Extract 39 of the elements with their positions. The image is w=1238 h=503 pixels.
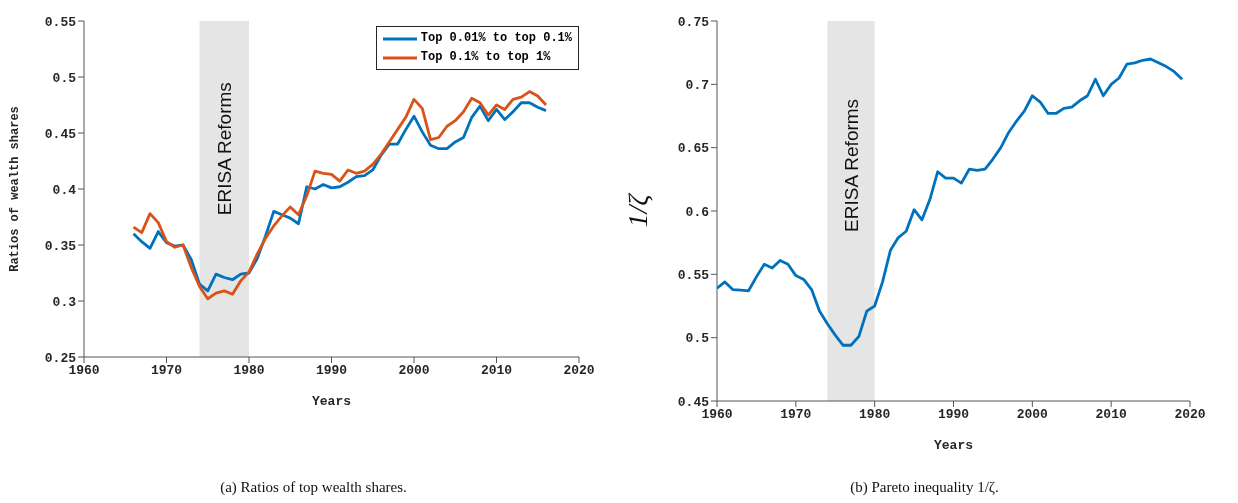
line-series bbox=[717, 57, 1184, 347]
x-tick-label: 1990 bbox=[315, 363, 348, 379]
legend-label: Top 0.01% to top 0.1% bbox=[420, 30, 572, 47]
x-axis-title: Years bbox=[933, 438, 974, 453]
band-label: ERISA Reforms bbox=[841, 98, 863, 232]
x-tick-label: 2020 bbox=[563, 363, 595, 379]
y-tick-label: 0.45 bbox=[677, 394, 710, 410]
x-tick-label: 2020 bbox=[1174, 407, 1206, 423]
x-tick-label: 1960 bbox=[68, 363, 100, 379]
x-tick-label: 2000 bbox=[398, 363, 430, 379]
x-tick-label: 1980 bbox=[233, 363, 265, 379]
x-tick-label: 1970 bbox=[150, 363, 183, 379]
y-tick-label: 0.55 bbox=[677, 267, 710, 283]
y-axis-title: Ratios of wealth shares bbox=[8, 106, 23, 272]
legend-label: Top 0.1% to top 1% bbox=[420, 49, 551, 66]
x-tick-label: 1960 bbox=[701, 407, 733, 423]
y-axis-title: 1/ζ bbox=[621, 192, 653, 228]
x-tick-label: 1970 bbox=[780, 407, 812, 423]
x-tick-label: 2010 bbox=[1095, 407, 1127, 423]
y-tick-label: 0.25 bbox=[44, 350, 77, 366]
y-tick-label: 0.6 bbox=[685, 204, 710, 220]
y-tick-label: 0.75 bbox=[677, 14, 710, 30]
y-tick-label: 0.3 bbox=[52, 294, 77, 310]
x-tick-label: 1980 bbox=[859, 407, 891, 423]
x-axis-title: Years bbox=[311, 394, 352, 409]
x-tick-label: 2000 bbox=[1016, 407, 1049, 423]
y-tick-label: 0.65 bbox=[677, 141, 710, 157]
y-tick-label: 0.5 bbox=[52, 70, 77, 86]
x-tick-label: 1990 bbox=[937, 407, 970, 423]
y-tick-label: 0.55 bbox=[44, 14, 77, 30]
y-tick-label: 0.7 bbox=[685, 77, 709, 93]
y-tick-label: 0.4 bbox=[52, 182, 77, 198]
y-tick-label: 0.35 bbox=[44, 238, 77, 254]
text: (b) Pareto inequality 1/ζ. bbox=[849, 479, 1000, 496]
y-tick-label: 0.5 bbox=[685, 331, 710, 347]
band-label: ERISA Reforms bbox=[214, 82, 236, 216]
text: (a) Ratios of top wealth shares. bbox=[219, 479, 408, 496]
y-tick-label: 0.45 bbox=[44, 126, 77, 142]
x-tick-label: 2010 bbox=[480, 363, 513, 379]
